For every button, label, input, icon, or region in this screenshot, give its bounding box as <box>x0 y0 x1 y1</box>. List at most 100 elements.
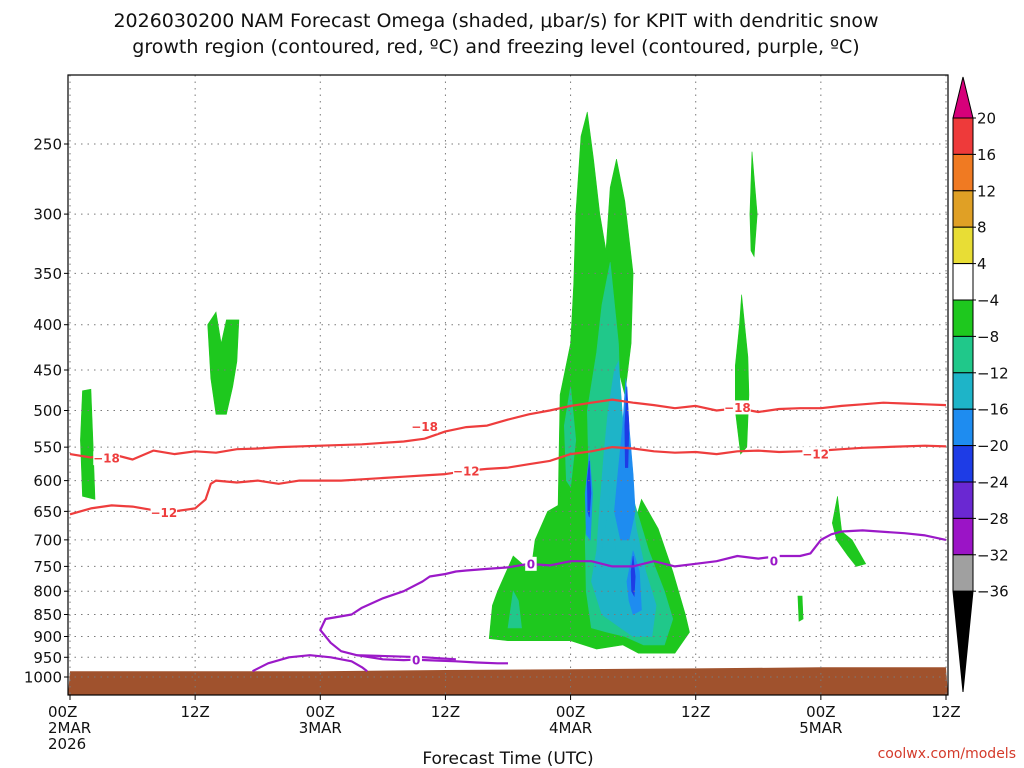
contour-label-bg <box>93 451 120 466</box>
colorbar-label-3: 8 <box>977 219 987 237</box>
x-tick-label-12-0: 12Z <box>180 703 209 721</box>
x-axis-label: Forecast Time (UTC) <box>422 749 593 768</box>
colorbar-swatch-6 <box>952 335 974 374</box>
contour-label-0-0: −18 <box>93 452 120 466</box>
y-tick-label-850: 850 <box>33 606 62 624</box>
omega-region-level8-2 <box>563 386 577 488</box>
colorbar-legend: 20 16 12 8 4 −4 −8 −12 −16 −20 −24 −28 −32 −36 <box>952 76 1009 693</box>
x-tick-label-60-0: 12Z <box>681 703 710 721</box>
contour-label-4-0: 0 <box>412 654 420 668</box>
colorbar-label-10: −24 <box>977 474 1009 492</box>
contour-0-4 <box>356 654 508 665</box>
contour-label-bg <box>453 463 480 478</box>
omega-region-level4-5 <box>734 294 750 455</box>
contours: −18 −18 −18 −12 −12 −12 0 0 0 <box>69 398 947 673</box>
contour-label-3-1: 0 <box>770 555 778 569</box>
y-axis: 250 300 350 400 450 500 550 600 650 700 750 800 850 9… <box>24 136 68 687</box>
contour-label-bg <box>410 653 422 668</box>
colorbar-swatch-5 <box>952 299 974 337</box>
y-tick-label-550: 550 <box>33 439 62 457</box>
x-tick-label-36-0: 12Z <box>431 703 460 721</box>
contour-label-bg <box>411 419 438 434</box>
x-tick-label-24-1: 3MAR <box>299 719 342 737</box>
y-tick-label-650: 650 <box>33 503 62 521</box>
colorbar-label-4: 4 <box>977 255 987 273</box>
colorbar-label-7: −12 <box>977 364 1009 382</box>
chart-title-line-1: 2026030200 NAM Forecast Omega (shaded, μ… <box>113 10 878 32</box>
ground-surface <box>68 667 948 695</box>
contour-label-bg <box>525 556 537 571</box>
omega-shading <box>80 111 867 654</box>
colorbar-swatch-1 <box>952 153 974 192</box>
colorbar-label-12: −32 <box>977 546 1009 564</box>
x-tick-label-84-0: 12Z <box>931 703 960 721</box>
colorbar-swatch-8 <box>952 408 974 447</box>
x-tick-label-48-0: 00Z <box>556 703 585 721</box>
chart-title: 2026030200 NAM Forecast Omega (shaded, μ… <box>113 10 878 58</box>
colorbar-swatch-4 <box>952 263 974 301</box>
contour-label-1-0: −12 <box>150 506 177 520</box>
contour-label-bg <box>724 400 751 415</box>
colorbar-label-11: −28 <box>977 510 1009 528</box>
colorbar-label-2: 12 <box>977 182 996 200</box>
colorbar-label-13: −36 <box>977 583 1009 601</box>
contour-label-0-1: −18 <box>411 420 438 434</box>
contour-label-1-1: −12 <box>453 464 480 478</box>
contour-label-bg <box>768 554 780 569</box>
contour-label-3-0: 0 <box>527 557 535 571</box>
x-tick-label-72-1: 5MAR <box>799 719 842 737</box>
omega-region-level8-0 <box>507 590 522 629</box>
plot-frame <box>67 74 949 696</box>
contour-0-3 <box>319 529 947 661</box>
omega-region-level4-4 <box>605 159 634 395</box>
chart-title-line-2: growth region (contoured, red, ºC) and f… <box>132 36 859 58</box>
omega-region-level4-1 <box>207 311 240 415</box>
contour-minus18-0 <box>69 398 947 461</box>
contour-label-1-2: −12 <box>802 448 829 462</box>
y-tick-label-450: 450 <box>33 361 62 379</box>
y-tick-label-750: 750 <box>33 558 62 576</box>
y-tick-label-400: 400 <box>33 316 62 334</box>
colorbar-label-0: 20 <box>977 110 996 128</box>
colorbar-label-8: −16 <box>977 401 1009 419</box>
y-tick-label-800: 800 <box>33 583 62 601</box>
y-tick-label-700: 700 <box>33 531 62 549</box>
colorbar-swatch-7 <box>952 372 974 410</box>
contour-label-bg <box>802 447 829 462</box>
colorbar-swatch-12 <box>952 554 974 592</box>
x-tick-label-0-2: 2026 <box>48 735 86 753</box>
contour-label-bg <box>150 505 178 520</box>
y-tick-label-950: 950 <box>33 649 62 667</box>
y-tick-label-600: 600 <box>33 472 62 490</box>
x-tick-label-24-0: 00Z <box>306 703 335 721</box>
colorbar-label-5: −4 <box>977 292 999 310</box>
y-tick-label-900: 900 <box>33 628 62 646</box>
colorbar-swatch-0 <box>952 117 974 155</box>
contour-0-2 <box>252 654 368 673</box>
terrain-ground <box>68 667 948 695</box>
omega-region-level20-2 <box>586 460 592 518</box>
colorbar-label-6: −8 <box>977 328 999 346</box>
y-tick-label-500: 500 <box>33 402 62 420</box>
colorbar-top-arrow <box>952 76 974 119</box>
x-tick-label-48-1: 4MAR <box>549 719 592 737</box>
omega-region-level4-8 <box>797 595 804 622</box>
colorbar-swatch-11 <box>952 517 974 556</box>
y-tick-label-250: 250 <box>33 136 62 154</box>
contour-minus12-1 <box>69 444 947 516</box>
y-tick-label-1000: 1000 <box>24 669 62 687</box>
y-tick-label-350: 350 <box>33 265 62 283</box>
colorbar-label-1: 16 <box>977 146 996 164</box>
x-tick-label-72-0: 00Z <box>806 703 835 721</box>
x-tick-label-0-1: 2MAR <box>48 719 91 737</box>
colorbar-label-9: −20 <box>977 437 1009 455</box>
colorbar-swatch-3 <box>952 226 974 265</box>
colorbar-bottom-arrow <box>952 590 974 693</box>
colorbar-swatch-9 <box>952 445 974 483</box>
colorbar-swatch-2 <box>952 190 974 228</box>
contour-label-0-2: −18 <box>724 401 751 415</box>
x-tick-label-0-0: 00Z <box>48 703 77 721</box>
y-tick-label-300: 300 <box>33 206 62 224</box>
